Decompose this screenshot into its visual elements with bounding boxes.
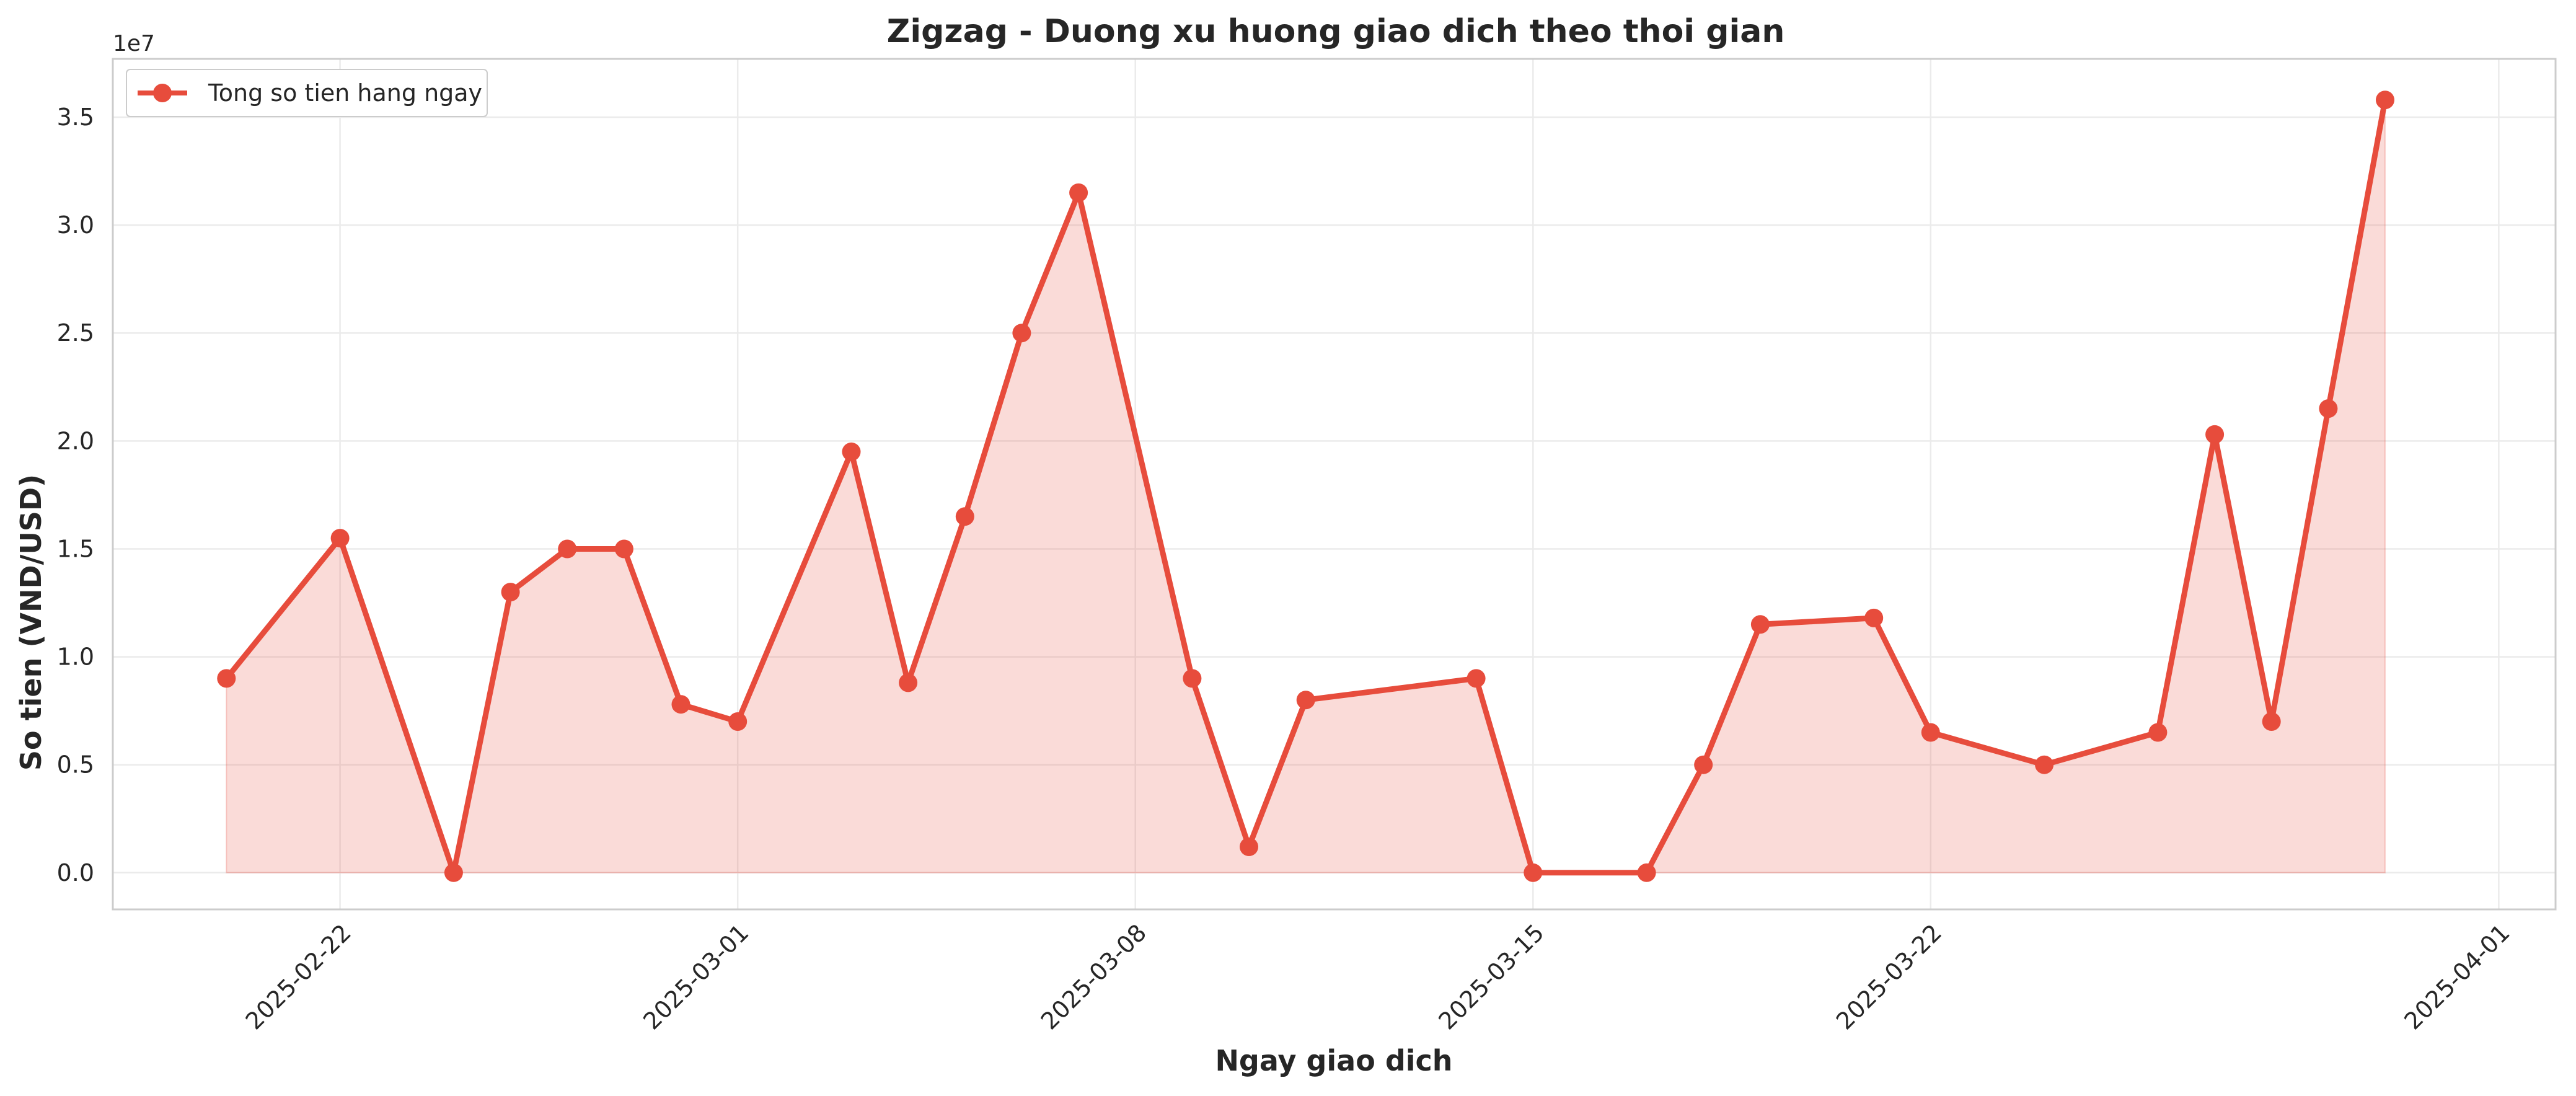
- grid: [113, 59, 2556, 909]
- x-axis-label: Ngay giao dich: [1215, 1044, 1452, 1077]
- data-point: [1240, 837, 1258, 856]
- data-point: [1467, 669, 1486, 688]
- y-tick-label: 2.5: [57, 319, 94, 347]
- y-tick-label: 1.5: [57, 535, 94, 562]
- data-point: [2262, 712, 2281, 731]
- plot-frame: [112, 58, 2557, 911]
- y-tick-label: 1.0: [57, 643, 94, 671]
- data-point: [444, 863, 463, 882]
- data-point: [1012, 324, 1031, 343]
- y-tick-label: 0.0: [57, 859, 94, 886]
- data-point: [1183, 669, 1202, 688]
- legend-label: Tong so tien hang ngay: [208, 79, 482, 107]
- data-point: [2035, 755, 2054, 774]
- data-point: [955, 507, 974, 526]
- legend-point-marker: [153, 84, 172, 102]
- data-point: [899, 673, 918, 692]
- y-tick-label: 3.0: [57, 211, 94, 239]
- data-point: [2205, 425, 2225, 444]
- data-point: [2148, 723, 2168, 742]
- data-point: [1864, 608, 1884, 627]
- data-point: [842, 442, 861, 461]
- data-point: [1921, 723, 1940, 742]
- data-point: [1637, 863, 1656, 882]
- legend-box: [126, 69, 488, 117]
- data-point: [1750, 615, 1770, 634]
- data-point: [501, 583, 520, 602]
- data-point: [2319, 399, 2338, 418]
- y-axis-ticks: 0.0 0.5 1.0 1.5 2.0 2.5 3.0 3.5: [57, 104, 94, 886]
- data-point: [728, 712, 748, 731]
- chart-title: Zigzag - Duong xu huong giao dich theo t…: [887, 13, 1785, 50]
- data-points: [217, 91, 2394, 882]
- y-axis-label: So tien (VND/USD): [14, 474, 48, 771]
- data-point: [217, 669, 236, 688]
- data-point: [1524, 863, 1543, 882]
- y-tick-label: 2.0: [57, 427, 94, 454]
- legend: Tong so tien hang ngay: [126, 69, 488, 117]
- data-point: [330, 529, 350, 548]
- data-point: [671, 695, 690, 714]
- data-point: [614, 539, 633, 559]
- y-tick-label: 3.5: [57, 104, 94, 131]
- plot-area: [112, 58, 2557, 911]
- data-point: [558, 539, 577, 559]
- y-tick-label: 0.5: [57, 751, 94, 779]
- y-offset-label: 1e7: [113, 31, 155, 56]
- data-point: [1694, 755, 1713, 774]
- data-point: [2376, 91, 2394, 110]
- plot-background: [113, 59, 2556, 909]
- data-point: [1296, 691, 1315, 710]
- data-point: [1069, 183, 1088, 202]
